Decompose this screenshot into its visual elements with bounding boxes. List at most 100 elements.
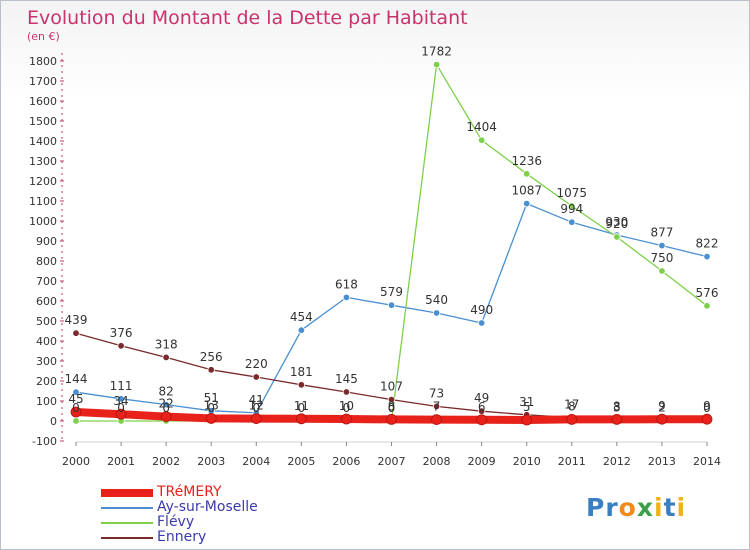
- y-tick-label: 200: [36, 375, 57, 388]
- data-point-ay-sur-moselle: [658, 241, 666, 250]
- data-label-ay-sur-moselle: 41: [249, 393, 264, 407]
- y-tick-label: 100: [36, 395, 57, 408]
- data-label-fl-vy: 0: [72, 401, 80, 415]
- data-label-ay-sur-moselle: 51: [204, 391, 219, 405]
- data-point-ennery: [297, 381, 306, 389]
- data-point-tr-mery: [566, 413, 578, 425]
- data-label-ay-sur-moselle: 1087: [511, 184, 542, 198]
- data-label-ay-sur-moselle: 454: [290, 310, 313, 324]
- y-tick-label: 1500: [29, 115, 57, 128]
- data-label-tr-mery: 12: [249, 399, 264, 413]
- data-point-ay-sur-moselle: [117, 395, 125, 403]
- data-point-tr-mery: [386, 413, 397, 425]
- data-label-tr-mery: 8: [613, 399, 621, 413]
- data-label-tr-mery: 10: [339, 399, 354, 413]
- y-tick-label: 0: [50, 415, 57, 428]
- x-tick-label: 2005: [287, 455, 315, 468]
- legend-item-tr-mery: TRéMERY: [101, 485, 258, 500]
- data-point-fl-vy: [613, 233, 621, 241]
- data-point-ay-sur-moselle: [297, 326, 306, 334]
- y-tick-label: 1800: [29, 55, 57, 68]
- data-point-tr-mery: [295, 413, 307, 425]
- data-point-ay-sur-moselle: [568, 218, 576, 226]
- data-point-ennery: [342, 388, 351, 396]
- legend-label: Flévy: [157, 514, 195, 530]
- data-label-ennery: 73: [429, 386, 444, 400]
- data-label-tr-mery: 34: [113, 394, 128, 408]
- chart-subtitle: (en €): [27, 30, 60, 43]
- data-point-tr-mery: [250, 413, 262, 425]
- data-point-ennery: [72, 329, 80, 337]
- x-tick-label: 2013: [648, 455, 676, 468]
- y-tick-label: 1200: [29, 175, 57, 188]
- data-label-tr-mery: 8: [568, 399, 576, 413]
- data-label-ay-sur-moselle: 877: [650, 226, 673, 240]
- data-label-tr-mery: 6: [478, 400, 486, 414]
- data-label-fl-vy: 1075: [557, 186, 588, 200]
- x-tick-label: 2000: [62, 455, 90, 468]
- data-label-tr-mery: 13: [204, 398, 219, 412]
- y-tick-label: 900: [36, 235, 57, 248]
- data-point-tr-mery: [160, 411, 172, 423]
- data-label-tr-mery: 5: [523, 400, 531, 414]
- x-tick-label: 2004: [242, 455, 270, 468]
- y-tick-label: 400: [36, 335, 57, 348]
- data-label-fl-vy: 0: [162, 401, 170, 415]
- data-point-tr-mery: [656, 413, 668, 425]
- data-label-tr-mery: 9: [703, 399, 711, 413]
- data-label-fl-vy: 750: [650, 251, 673, 265]
- data-label-ennery: 107: [380, 380, 403, 394]
- data-point-fl-vy: [477, 136, 486, 144]
- legend-label: TRéMERY: [157, 484, 222, 500]
- data-label-ay-sur-moselle: 111: [110, 379, 133, 393]
- legend-swatch: [101, 521, 153, 524]
- data-label-ay-sur-moselle: 822: [696, 237, 719, 251]
- data-label-ay-sur-moselle: 540: [425, 293, 448, 307]
- data-label-ennery: 439: [65, 313, 88, 327]
- data-label-tr-mery: 22: [159, 397, 174, 411]
- data-point-fl-vy: [523, 170, 531, 178]
- x-tick-label: 2002: [152, 455, 180, 468]
- data-point-tr-mery: [701, 413, 713, 425]
- y-tick-label: 1300: [29, 155, 57, 168]
- x-tick-label: 2012: [603, 455, 631, 468]
- data-label-fl-vy: 0: [252, 401, 260, 415]
- data-point-ennery: [117, 342, 125, 350]
- data-point-tr-mery: [476, 414, 488, 426]
- x-tick-label: 2014: [693, 455, 721, 468]
- x-tick-label: 2003: [197, 455, 225, 468]
- data-point-fl-vy: [703, 302, 711, 310]
- data-point-tr-mery: [115, 408, 127, 420]
- data-label-fl-vy: 1236: [511, 154, 542, 168]
- data-point-ay-sur-moselle: [387, 301, 396, 309]
- data-point-ennery: [387, 395, 396, 404]
- data-label-tr-mery: 45: [68, 392, 83, 406]
- data-point-tr-mery: [341, 413, 352, 425]
- data-label-ennery: 256: [200, 350, 223, 364]
- data-point-tr-mery: [521, 414, 533, 426]
- chart-series: [70, 60, 713, 426]
- data-label-fl-vy: 0: [207, 401, 215, 415]
- y-tick-label: 700: [36, 275, 57, 288]
- data-label-ay-sur-moselle: 579: [380, 285, 403, 299]
- data-point-fl-vy: [72, 417, 80, 425]
- data-label-ennery: 49: [474, 391, 489, 405]
- data-label-fl-vy: 1782: [421, 45, 452, 59]
- data-point-ay-sur-moselle: [72, 388, 80, 396]
- data-point-tr-mery: [431, 414, 442, 426]
- x-tick-label: 2006: [332, 455, 360, 468]
- y-tick-label: 1400: [29, 135, 57, 148]
- data-label-fl-vy: 0: [343, 401, 351, 415]
- data-label-ay-sur-moselle: 144: [65, 372, 88, 386]
- x-tick-label: 2001: [107, 455, 135, 468]
- data-point-fl-vy: [432, 60, 441, 69]
- data-label-ennery: 31: [519, 395, 534, 409]
- y-tick-label: -100: [32, 435, 57, 448]
- data-label-ay-sur-moselle: 618: [335, 277, 358, 291]
- y-tick-label: 1700: [29, 75, 57, 88]
- data-point-ay-sur-moselle: [477, 319, 486, 327]
- proxiti-logo: Proxiti: [586, 493, 687, 522]
